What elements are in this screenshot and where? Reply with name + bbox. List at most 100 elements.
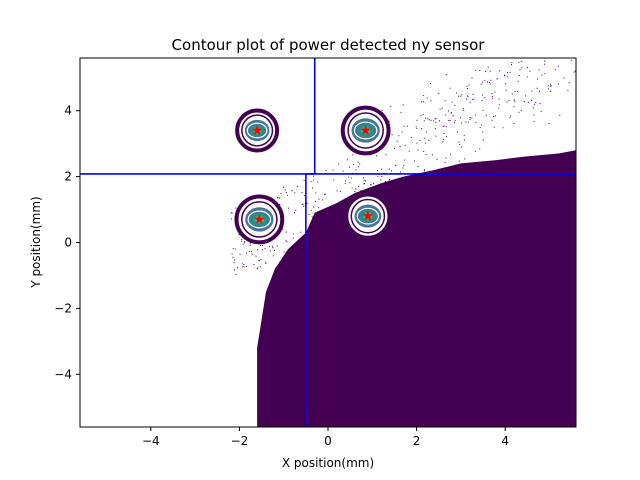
noise-speck xyxy=(445,157,447,159)
noise-speck xyxy=(534,103,536,105)
plot-area xyxy=(80,58,576,427)
noise-speck xyxy=(310,209,312,211)
noise-region xyxy=(230,59,576,427)
centroid-star-marker xyxy=(360,125,371,135)
noise-speck xyxy=(554,69,556,71)
noise-speck xyxy=(479,148,481,150)
noise-speck xyxy=(237,267,238,269)
noise-speck xyxy=(533,121,535,123)
noise-speck xyxy=(416,142,418,144)
noise-speck xyxy=(574,70,576,72)
noise-speck xyxy=(420,114,422,116)
noise-speck xyxy=(493,116,495,117)
noise-speck xyxy=(452,115,454,117)
noise-speck xyxy=(357,161,359,163)
noise-speck xyxy=(289,249,291,251)
noise-speck xyxy=(408,150,410,152)
noise-speck xyxy=(511,93,513,95)
noise-speck xyxy=(482,131,484,133)
noise-speck xyxy=(314,217,316,219)
noise-speck xyxy=(474,150,476,152)
noise-speck xyxy=(463,134,465,136)
noise-speck xyxy=(342,170,344,172)
noise-speck xyxy=(285,192,287,193)
noise-speck xyxy=(521,67,523,69)
noise-speck xyxy=(321,235,323,237)
noise-speck xyxy=(258,260,260,262)
y-tick-label: 4 xyxy=(64,104,72,118)
noise-speck xyxy=(358,186,360,187)
noise-speck xyxy=(481,81,483,83)
noise-speck xyxy=(248,250,250,252)
noise-speck xyxy=(370,184,372,186)
noise-speck xyxy=(428,119,430,121)
noise-speck xyxy=(481,124,483,126)
noise-speck xyxy=(502,127,504,129)
noise-speck xyxy=(230,212,232,214)
noise-speck xyxy=(291,190,293,192)
noise-speck xyxy=(344,182,346,184)
noise-speck xyxy=(509,117,511,119)
y-axis-ticks: −4 −2 0 2 4 xyxy=(54,104,80,381)
noise-speck xyxy=(468,84,470,86)
noise-speck xyxy=(493,126,495,128)
noise-speck xyxy=(433,120,435,122)
noise-speck xyxy=(246,252,247,254)
noise-speck xyxy=(396,140,398,142)
noise-speck xyxy=(471,77,473,79)
noise-speck xyxy=(300,231,302,233)
noise-speck xyxy=(504,75,506,77)
y-tick-label: 0 xyxy=(64,236,72,250)
noise-speck xyxy=(417,166,419,168)
noise-speck xyxy=(265,263,267,265)
noise-speck xyxy=(346,159,348,161)
noise-speck xyxy=(498,107,500,109)
noise-speck xyxy=(573,71,575,73)
noise-speck xyxy=(351,187,353,189)
noise-speck xyxy=(258,259,260,261)
noise-speck xyxy=(533,114,535,116)
noise-speck xyxy=(448,110,449,112)
noise-speck xyxy=(245,266,247,267)
noise-speck xyxy=(441,107,443,109)
noise-speck xyxy=(423,169,425,171)
noise-speck xyxy=(295,209,297,211)
noise-speck xyxy=(454,119,456,121)
noise-speck xyxy=(421,127,423,129)
noise-speck xyxy=(445,114,447,116)
noise-speck xyxy=(558,83,559,85)
noise-speck xyxy=(260,259,262,260)
noise-speck xyxy=(285,239,287,241)
noise-speck xyxy=(421,101,423,103)
noise-speck xyxy=(568,82,570,84)
noise-speck xyxy=(547,85,549,87)
noise-speck xyxy=(395,165,397,166)
noise-speck xyxy=(234,259,236,261)
spots-layer xyxy=(234,105,392,245)
noise-speck xyxy=(469,102,471,104)
noise-speck xyxy=(260,244,261,246)
noise-speck xyxy=(510,115,512,117)
noise-speck xyxy=(376,155,377,157)
noise-speck xyxy=(322,218,324,220)
noise-speck xyxy=(506,101,508,103)
noise-speck xyxy=(307,232,309,234)
noise-speck xyxy=(345,180,346,182)
noise-speck xyxy=(425,154,427,156)
noise-speck xyxy=(404,159,406,161)
noise-fill xyxy=(257,150,576,427)
noise-speck xyxy=(257,267,258,269)
noise-speck xyxy=(294,212,295,214)
noise-speck xyxy=(359,163,361,165)
noise-speck xyxy=(444,100,446,102)
noise-speck xyxy=(349,182,351,184)
noise-speck xyxy=(396,189,398,191)
noise-speck xyxy=(317,181,319,183)
noise-speck xyxy=(233,269,235,271)
noise-speck xyxy=(426,97,428,99)
noise-speck xyxy=(338,163,340,165)
centroid-star-marker xyxy=(254,213,265,224)
noise-speck xyxy=(240,240,242,242)
noise-speck xyxy=(416,127,418,129)
noise-speck xyxy=(292,233,294,235)
